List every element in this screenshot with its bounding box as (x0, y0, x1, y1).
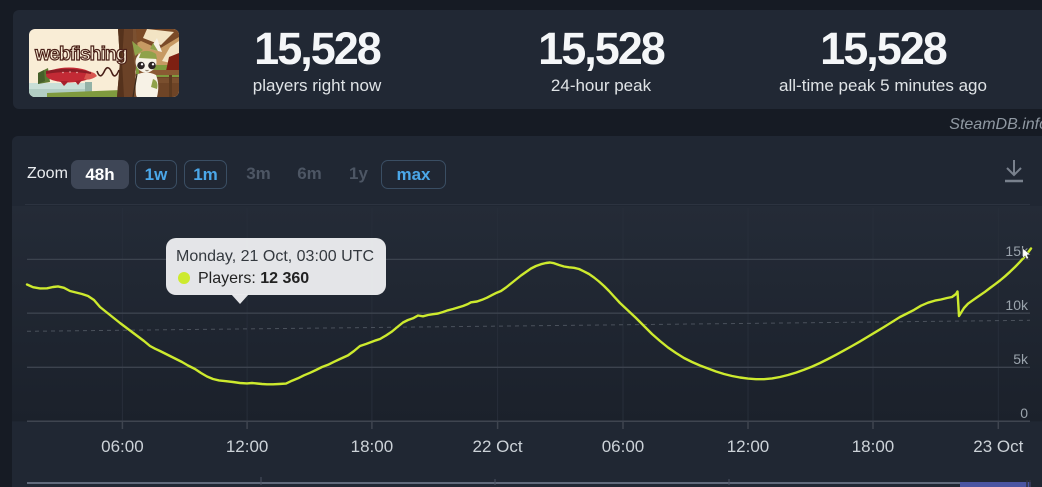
svg-text:5k: 5k (1013, 351, 1029, 367)
svg-text:18:00: 18:00 (351, 437, 394, 456)
svg-text:06:00: 06:00 (602, 437, 645, 456)
svg-text:06:00: 06:00 (101, 437, 144, 456)
svg-text:12:00: 12:00 (727, 437, 770, 456)
svg-text:10k: 10k (1005, 297, 1029, 313)
svg-text:18:00: 18:00 (852, 437, 895, 456)
svg-text:12:00: 12:00 (226, 437, 269, 456)
svg-text:22 Oct: 22 Oct (473, 437, 523, 456)
svg-text:webfishing: webfishing (34, 43, 127, 65)
svg-text:0: 0 (1020, 405, 1028, 421)
svg-text:23 Oct: 23 Oct (973, 437, 1023, 456)
